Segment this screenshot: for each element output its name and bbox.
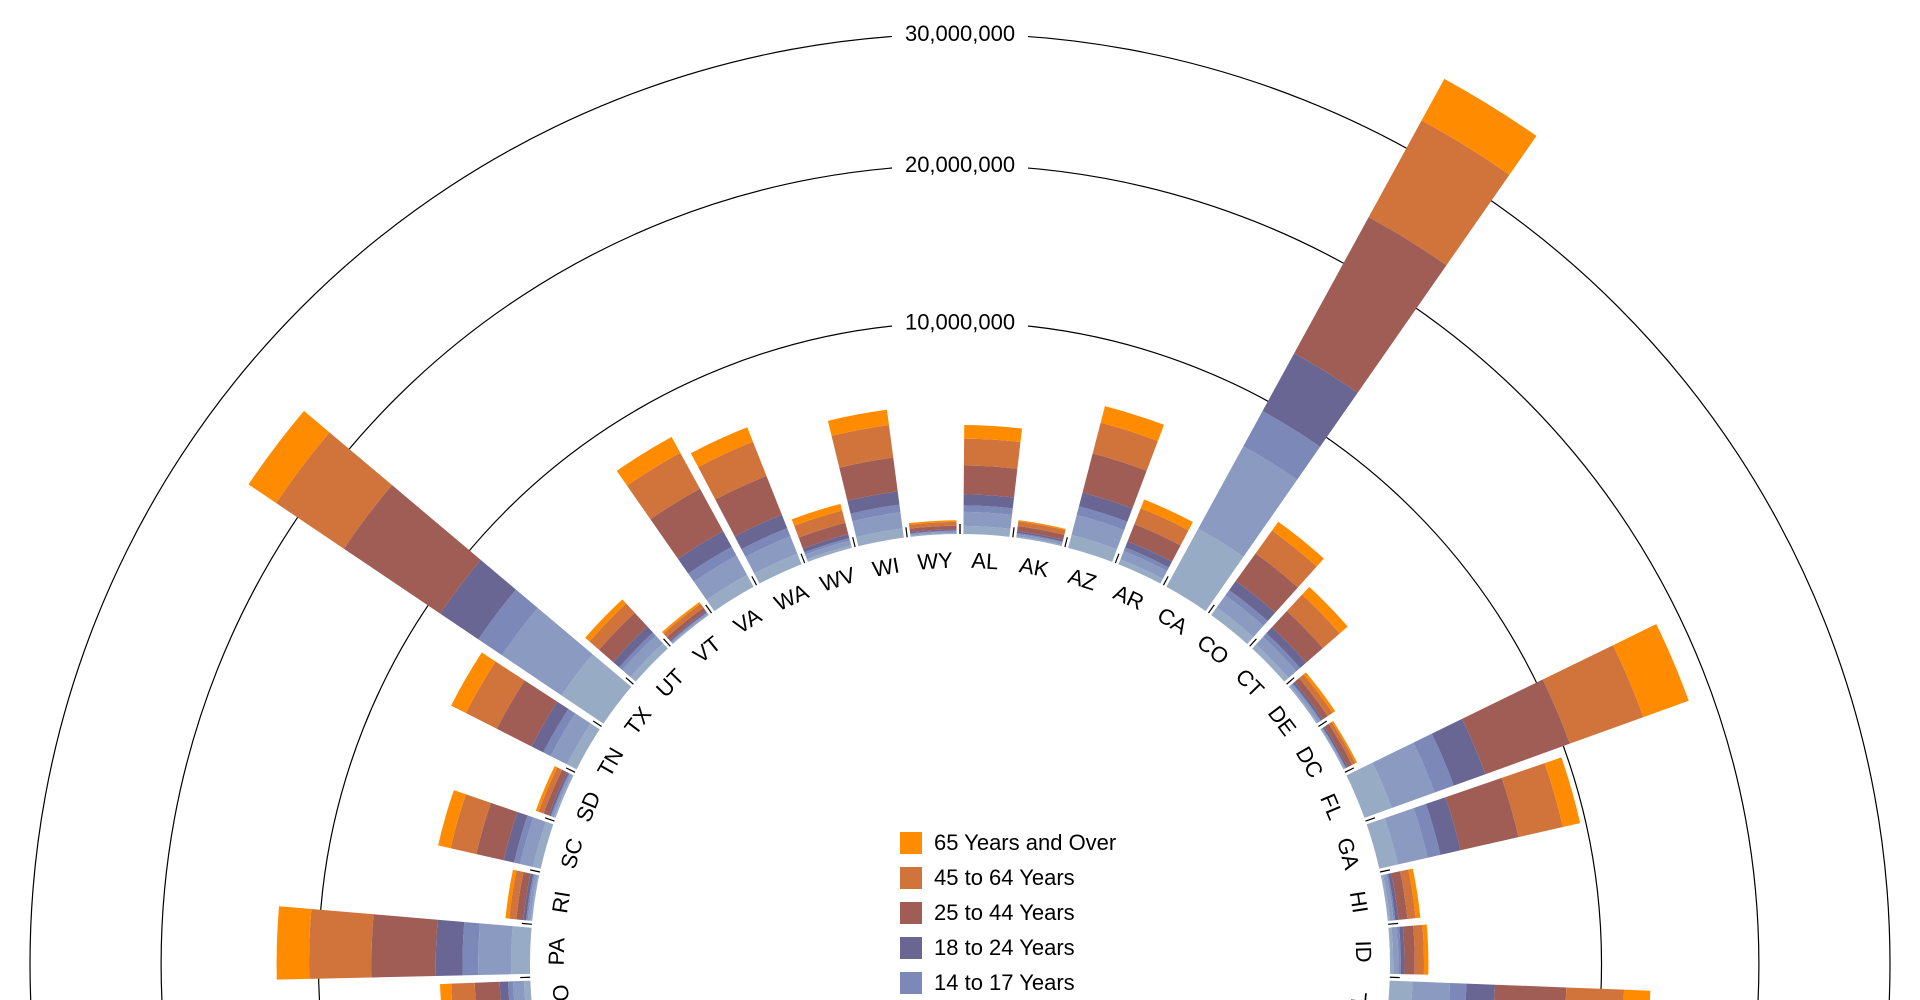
state-label: ID: [1351, 940, 1377, 963]
state-label: TX: [619, 702, 656, 740]
radial-tick-label: 10,000,000: [905, 309, 1015, 334]
state-label: AR: [1110, 580, 1148, 615]
state-label: IL: [1345, 991, 1372, 1000]
state-label: VT: [688, 631, 726, 668]
state-label: WY: [917, 547, 954, 574]
state-label: WA: [770, 579, 812, 616]
legend-swatch: [900, 867, 922, 889]
state-label: DC: [1291, 742, 1329, 782]
bar-segment: [371, 914, 437, 977]
radial-stacked-bar-chart: 10,000,000 20,000,000 30,000,000 AL AK AZ ARCA…: [0, 0, 1920, 1000]
bar-segment: [309, 909, 374, 979]
bar-segment: [511, 926, 532, 974]
state-label: SD: [571, 788, 606, 826]
bar-segment: [1403, 926, 1415, 975]
bar-segment: [1385, 981, 1412, 1000]
state-label: TN: [592, 743, 628, 781]
state-label: HI: [1345, 889, 1373, 915]
legend-label: 65 Years and Over: [934, 830, 1116, 855]
state-label: PA: [544, 937, 570, 966]
legend-label: 18 to 24 Years: [934, 935, 1075, 960]
bar-segment: [436, 920, 464, 976]
legend-swatch: [900, 832, 922, 854]
legend-label: 14 to 17 Years: [934, 970, 1075, 995]
state-label: RI: [547, 889, 575, 915]
state-label: CT: [1231, 664, 1269, 702]
state-label: DE: [1263, 701, 1301, 740]
bar-segment: [1462, 984, 1496, 1000]
state-label: AZ: [1065, 563, 1099, 595]
legend: 65 Years and Over 45 to 64 Years 25 to 44 …: [900, 830, 1116, 995]
legend-label: 45 to 64 Years: [934, 865, 1075, 890]
bar-segment: [524, 981, 535, 1000]
bar-segment: [1490, 985, 1567, 1000]
state-label: VA: [729, 603, 766, 639]
state-label: CO: [1192, 629, 1233, 669]
state-label: SC: [556, 835, 588, 871]
legend-swatch: [900, 937, 922, 959]
radial-tick-label: 30,000,000: [905, 21, 1015, 46]
radial-tick-label: 20,000,000: [905, 152, 1015, 177]
state-label: GA: [1332, 835, 1365, 873]
state-label: UT: [651, 664, 689, 702]
bar-segment: [478, 923, 512, 975]
bar-segment: [277, 906, 312, 979]
legend-label: 25 to 44 Years: [934, 900, 1075, 925]
state-label: AL: [971, 548, 999, 575]
state-label: WV: [817, 562, 859, 597]
bar-segment: [1413, 925, 1424, 975]
state-label: CA: [1153, 602, 1192, 640]
bar-segment: [463, 922, 480, 975]
legend-swatch: [900, 972, 922, 994]
bar-segment: [1560, 987, 1624, 1000]
bar-segment: [964, 439, 1021, 469]
legend-swatch: [900, 902, 922, 924]
state-label: AK: [1017, 552, 1051, 582]
state-label: WI: [870, 552, 901, 582]
state-label: FL: [1315, 790, 1348, 823]
bar-segment: [964, 466, 1018, 498]
bar-segment: [1408, 982, 1450, 1000]
state-label: OR: [547, 983, 575, 1000]
